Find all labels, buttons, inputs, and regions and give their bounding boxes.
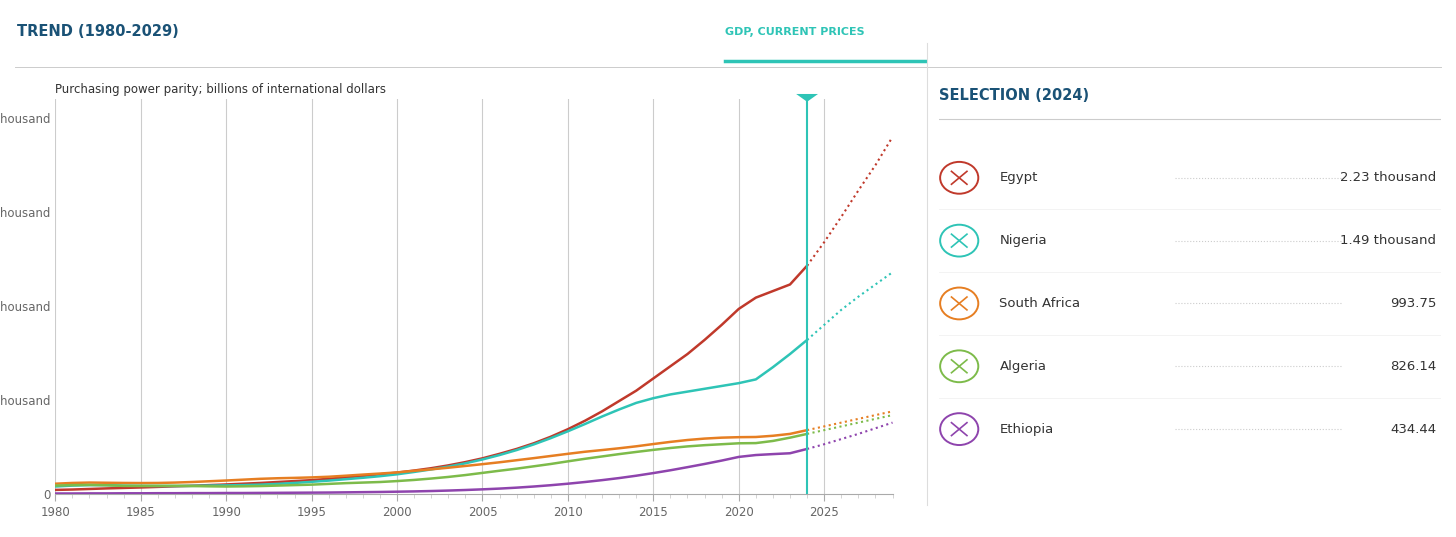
Text: Algeria: Algeria	[999, 360, 1047, 373]
Text: DATASETS: DATASETS	[215, 27, 272, 37]
Text: 2024: 2024	[789, 72, 824, 85]
Text: Nigeria: Nigeria	[999, 234, 1047, 247]
Text: Purchasing power parity; billions of international dollars: Purchasing power parity; billions of int…	[55, 83, 386, 96]
Text: 826.14: 826.14	[1390, 360, 1437, 373]
Text: 2.23 thousand: 2.23 thousand	[1340, 171, 1437, 184]
Text: South Africa: South Africa	[999, 297, 1080, 310]
Text: TREND (1980-2029): TREND (1980-2029)	[17, 24, 179, 39]
Text: WORLD ECONOMIC OUTLOOK (OCTOBER 2024): WORLD ECONOMIC OUTLOOK (OCTOBER 2024)	[274, 27, 537, 37]
Text: GDP, CURRENT PRICES: GDP, CURRENT PRICES	[725, 27, 865, 37]
Text: 434.44: 434.44	[1390, 423, 1437, 436]
Text: Egypt: Egypt	[999, 171, 1038, 184]
Text: IMF DATAMAPPER: IMF DATAMAPPER	[15, 25, 153, 39]
Text: ⌕: ⌕	[1425, 23, 1434, 41]
Text: 1.49 thousand: 1.49 thousand	[1341, 234, 1437, 247]
Text: Ethiopia: Ethiopia	[999, 423, 1054, 436]
Text: SELECTION (2024): SELECTION (2024)	[939, 88, 1089, 103]
Text: 993.75: 993.75	[1390, 297, 1437, 310]
Polygon shape	[796, 94, 818, 102]
